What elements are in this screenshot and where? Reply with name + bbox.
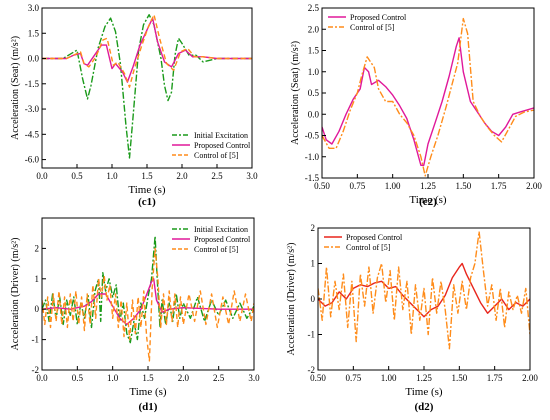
series-line-control-of-5- <box>322 17 534 177</box>
x-tick-label: 1.50 <box>455 181 471 191</box>
legend-label: Proposed Control <box>350 13 407 22</box>
chart-d2: 0.50 0.75 1.00 1.25 1.50 1.75 2.00 2 1 0 -1 -2 Time … <box>286 223 538 413</box>
y-tick-label: -1.5 <box>305 173 320 183</box>
x-tick-label: 1.25 <box>416 373 432 383</box>
panel-caption: (d1) <box>139 401 158 413</box>
y-tick-label: 0.0 <box>28 54 40 64</box>
series-line-control-of-5- <box>42 247 254 362</box>
x-axis-label: Time (s) <box>129 386 167 398</box>
x-tick-label: 2.00 <box>526 181 542 191</box>
x-tick-label: 2.5 <box>213 373 225 383</box>
x-tick-label: 0.50 <box>314 181 330 191</box>
x-tick-label: 0.5 <box>71 171 83 181</box>
y-tick-label: 3.0 <box>28 3 40 13</box>
legend-label: Proposed Control <box>346 233 403 242</box>
x-tick-label: 0.75 <box>345 373 361 383</box>
x-tick-label: 0.75 <box>349 181 365 191</box>
series-line-control-of-5- <box>318 230 530 350</box>
x-axis-label: Time (s) <box>128 184 166 196</box>
legend-label: Proposed Control <box>194 235 251 244</box>
y-tick-label: 2 <box>311 223 316 233</box>
y-tick-label: 2.5 <box>308 3 320 13</box>
x-tick-label: 3.0 <box>246 171 258 181</box>
x-tick-label: 2.5 <box>211 171 223 181</box>
x-tick-label: 0.0 <box>36 171 48 181</box>
y-tick-label: 1.5 <box>28 28 40 38</box>
y-axis-label: Acceleration (Seat) (m/s²) <box>10 36 21 140</box>
y-tick-label: -2 <box>32 365 40 375</box>
legend-label: Control of [5] <box>194 151 239 160</box>
x-tick-label: 2.00 <box>522 373 538 383</box>
legend-label: Control of [5] <box>346 243 391 252</box>
series-line-proposed-control <box>318 262 530 318</box>
x-tick-label: 1.25 <box>420 181 436 191</box>
x-tick-label: 0.50 <box>310 373 326 383</box>
x-tick-label: 0.5 <box>72 373 84 383</box>
y-tick-label: -1.5 <box>25 79 40 89</box>
y-tick-label: -2 <box>308 365 316 375</box>
y-tick-label: 1 <box>311 259 316 269</box>
y-tick-label: 0 <box>35 304 40 314</box>
legend-label: Control of [5] <box>194 245 239 254</box>
y-tick-label: 1.0 <box>308 67 320 77</box>
x-axis-label: Time (s) <box>409 194 447 206</box>
y-tick-label: -1 <box>308 330 316 340</box>
y-axis-label: Acceleration (Driver) (m/s²) <box>10 238 21 351</box>
x-tick-label: 1.75 <box>487 373 503 383</box>
x-tick-label: 2.0 <box>178 373 190 383</box>
panel-caption: (c1) <box>138 196 156 208</box>
x-tick-label: 1.00 <box>381 373 397 383</box>
y-tick-label: 2.0 <box>308 24 320 34</box>
chart-c1: 0.0 0.5 1.0 1.5 2.0 2.5 3.0 3.0 1.5 0.0 -1.5 -3.0 -4… <box>10 3 258 208</box>
x-tick-label: 1.00 <box>385 181 401 191</box>
x-tick-label: 1.75 <box>491 181 507 191</box>
legend-label: Control of [5] <box>350 23 395 32</box>
chart-d1: 0.0 0.5 1.0 1.5 2.0 2.5 3.0 2 1 0 -1 -2 Time (s) Acce… <box>10 217 260 413</box>
y-tick-label: 0 <box>311 294 316 304</box>
x-tick-label: 1.50 <box>451 373 467 383</box>
y-tick-label: -1.0 <box>305 152 320 162</box>
series-line-proposed-control <box>42 17 252 83</box>
x-tick-label: 1.0 <box>106 171 118 181</box>
legend-label: Initial Excitation <box>194 225 248 234</box>
x-tick-label: 3.0 <box>248 373 260 383</box>
y-tick-label: 0.5 <box>308 88 320 98</box>
panel-caption: (c2) <box>419 196 437 208</box>
x-tick-label: 1.0 <box>107 373 119 383</box>
legend-label: Initial Excitation <box>194 131 248 140</box>
x-tick-label: 2.0 <box>176 171 188 181</box>
y-tick-label: -6.0 <box>25 155 40 165</box>
x-axis-label: Time (s) <box>405 386 443 398</box>
series-line-initial-excitation <box>42 235 254 344</box>
x-tick-label: 0.0 <box>36 373 48 383</box>
y-tick-label: -3.0 <box>25 104 40 114</box>
panel-caption: (d2) <box>415 401 434 413</box>
x-tick-label: 1.5 <box>141 171 153 181</box>
series-line-control-of-5- <box>42 13 252 88</box>
y-tick-label: 1.5 <box>308 46 320 56</box>
y-axis-label: Acceleration (Driver) (m/s²) <box>286 243 297 356</box>
legend-label: Proposed Control <box>194 141 251 150</box>
y-axis-label: Acceleration (Seat) (m/s²) <box>290 41 301 145</box>
y-tick-label: 2 <box>35 243 40 253</box>
y-tick-label: 0.0 <box>308 109 320 119</box>
y-tick-label: -4.5 <box>25 129 40 139</box>
y-tick-label: 1 <box>35 274 40 284</box>
y-tick-label: -0.5 <box>305 131 320 141</box>
plot-frame <box>321 7 535 179</box>
y-tick-label: -1 <box>32 335 40 345</box>
x-tick-label: 1.5 <box>142 373 154 383</box>
chart-c2: 0.50 0.75 1.00 1.25 1.50 1.75 2.00 2.5 2.0 1.5 1.0… <box>290 3 542 208</box>
